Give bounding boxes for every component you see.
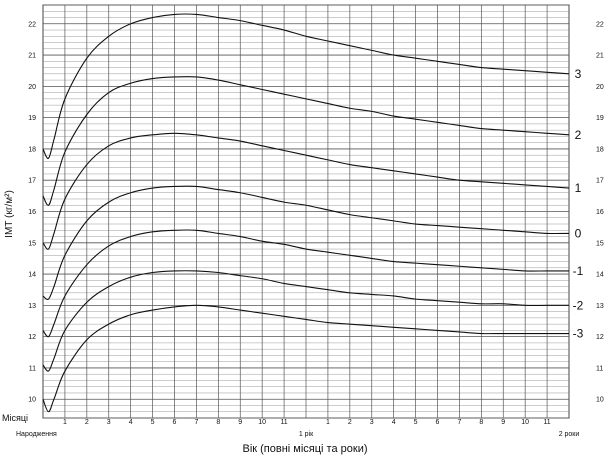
x-axis-title: Вік (повні місяці та роки) — [242, 443, 367, 455]
x-tick-label: 9 — [238, 419, 242, 426]
y-axis-title: ІМТ (кг/м²) — [4, 190, 15, 238]
x-tick-label: 4 — [392, 419, 396, 426]
z-score-curve — [42, 304, 569, 413]
x-tick-label: 1 — [326, 419, 330, 426]
z-score-curve — [42, 13, 570, 159]
x-tick-label: 8 — [479, 419, 483, 426]
x-axis: Народження 1 2 3 4 5 6 7 8 9 10 11 1 рік 1 2 3 4 5 6 7 8 9 10 1… — [16, 419, 579, 438]
y-tick-label-right: 13 — [596, 303, 604, 310]
y-tick-label-right: 17 — [596, 178, 604, 185]
y-tick-label-left: 20 — [28, 84, 36, 91]
x-tick-label: 7 — [194, 419, 198, 426]
z-score-label: -2 — [573, 298, 584, 312]
y-tick-label-right: 12 — [596, 334, 604, 341]
x-tick-label: 11 — [543, 419, 550, 426]
z-score-curve — [42, 185, 570, 300]
z-score-curve — [42, 229, 569, 338]
y-tick-label-right: 20 — [596, 84, 604, 91]
y-tick-label-left: 19 — [28, 115, 36, 122]
x-tick-label: 10 — [521, 419, 529, 426]
x-unit-label: Місяці — [2, 413, 28, 423]
x-tick-label: 5 — [151, 419, 155, 426]
y-axis-right: 10 11 12 13 14 15 16 17 18 19 20 21 22 — [596, 21, 604, 403]
x-tick-label: 6 — [436, 419, 440, 426]
x-tick-label: 10 — [258, 419, 266, 426]
grid-lines — [42, 4, 570, 419]
z-score-curve — [42, 270, 569, 372]
y-tick-label-left: 22 — [28, 21, 36, 28]
y-tick-label-left: 11 — [29, 365, 36, 372]
z-score-curve — [42, 132, 570, 250]
y-tick-label-right: 10 — [596, 397, 604, 404]
y-tick-label-right: 11 — [596, 365, 603, 372]
y-axis-left: 10 11 12 13 14 15 16 17 18 19 20 21 22 — [28, 21, 36, 403]
x-tick-label: 5 — [414, 419, 418, 426]
y-tick-label-right: 18 — [596, 146, 604, 153]
x-tick-label: 3 — [370, 419, 374, 426]
z-score-label: 0 — [575, 226, 582, 240]
y-tick-label-right: 22 — [596, 21, 604, 28]
x-tick-label: 3 — [107, 419, 111, 426]
y-tick-label-right: 19 — [596, 115, 604, 122]
y-tick-label-right: 15 — [596, 240, 604, 247]
y-tick-label-left: 21 — [28, 53, 36, 60]
z-score-label: 2 — [575, 128, 582, 142]
x-tick-label: 8 — [216, 419, 220, 426]
x-tick-label: 2 — [85, 419, 89, 426]
y-tick-label-left: 14 — [28, 272, 36, 279]
z-score-curves — [42, 13, 570, 413]
z-score-label: -1 — [573, 264, 584, 278]
z-score-label: -3 — [573, 327, 584, 341]
y-tick-label-left: 13 — [28, 303, 36, 310]
z-score-curve — [42, 76, 570, 206]
z-score-labels: 3 2 1 0 -1 -2 -3 — [573, 67, 584, 341]
x-tick-label: 6 — [173, 419, 177, 426]
x-tick-label: 9 — [501, 419, 505, 426]
x-tick-label: Народження — [16, 431, 57, 438]
y-tick-label-left: 10 — [28, 397, 36, 404]
y-tick-label-right: 21 — [596, 53, 604, 60]
y-tick-label-left: 15 — [28, 240, 36, 247]
x-tick-label: 1 рік — [299, 430, 314, 438]
x-tick-label: 2 роки — [559, 431, 580, 438]
y-tick-label-left: 18 — [28, 146, 36, 153]
y-tick-label-left: 12 — [28, 334, 36, 341]
x-tick-label: 2 — [348, 419, 352, 426]
x-tick-label: 7 — [457, 419, 461, 426]
x-tick-label: 4 — [129, 419, 133, 426]
x-tick-label: 1 — [63, 419, 67, 426]
y-tick-label-left: 16 — [28, 209, 36, 216]
z-score-label: 3 — [575, 67, 582, 81]
y-tick-label-right: 14 — [596, 272, 604, 279]
y-tick-label-right: 16 — [596, 209, 604, 216]
z-score-label: 1 — [575, 181, 582, 195]
y-tick-label-left: 17 — [28, 178, 36, 185]
x-tick-label: 11 — [280, 419, 287, 426]
